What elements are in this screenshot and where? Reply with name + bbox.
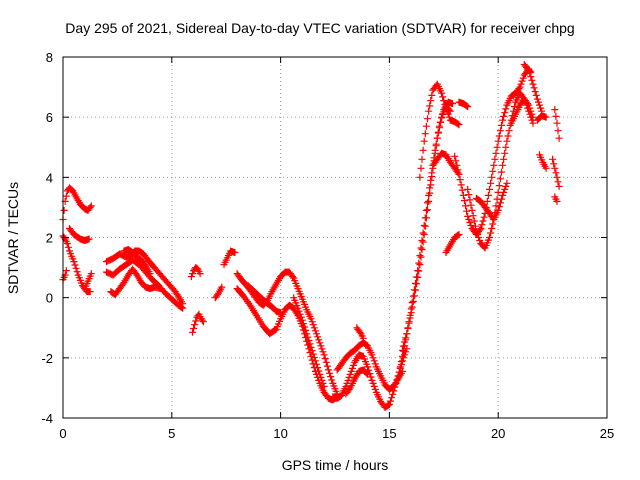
point-markers [472, 179, 511, 223]
series-track-af [520, 61, 535, 76]
x-axis-label: GPS time / hours [282, 457, 389, 473]
point-markers [290, 294, 328, 390]
series-track-aj [549, 155, 563, 190]
series-track-y [429, 149, 463, 178]
series-track-ai [551, 106, 563, 142]
x-tick-label: 0 [59, 426, 66, 441]
y-tick-label: 2 [46, 231, 53, 246]
point-markers [187, 264, 204, 281]
point-markers [120, 246, 154, 278]
series-track-a [59, 184, 95, 223]
series-track-e [81, 270, 95, 293]
series-track-ac [464, 89, 537, 252]
series-track-d [59, 267, 70, 284]
series-track-ag [533, 112, 550, 124]
x-tick-label: 25 [600, 426, 614, 441]
y-tick-label: 6 [46, 110, 53, 125]
series-track-j [187, 264, 204, 281]
series-track-c [66, 225, 93, 244]
y-axis-label: SDTVAR / TECUs [5, 182, 21, 294]
x-tick-label: 5 [168, 426, 175, 441]
point-markers [536, 151, 550, 172]
series-track-s [333, 339, 406, 393]
point-markers [333, 339, 406, 393]
point-markers [520, 61, 535, 76]
point-markers [81, 270, 95, 293]
series-track-l [220, 247, 239, 269]
point-markers [353, 324, 367, 342]
chart-title: Day 295 of 2021, Sidereal Day-to-day VTE… [65, 20, 574, 36]
point-markers [329, 345, 411, 411]
series-track-t [342, 366, 372, 398]
series-track-aa [455, 98, 472, 111]
series-track-i [120, 246, 154, 278]
point-markers [416, 80, 463, 181]
x-tick-label: 20 [491, 426, 505, 441]
point-markers [429, 149, 463, 178]
series-track-k [189, 310, 207, 336]
series-track-x [416, 80, 463, 181]
point-markers [455, 98, 472, 111]
point-markers [66, 225, 93, 244]
point-markers [220, 247, 239, 269]
point-markers [464, 89, 537, 252]
y-tick-label: -2 [41, 351, 53, 366]
point-markers [442, 231, 463, 256]
y-tick-label: -4 [41, 411, 53, 426]
point-markers [59, 267, 70, 284]
point-markers [533, 112, 550, 124]
grid-lines [63, 57, 607, 418]
series-track-ad [472, 179, 511, 223]
point-markers [507, 95, 537, 127]
point-markers [211, 283, 226, 302]
y-tick-label: 8 [46, 50, 53, 65]
y-tick-label: 4 [46, 170, 53, 185]
series-track-ak [551, 193, 561, 205]
series-track-u [353, 324, 367, 342]
point-markers [549, 155, 563, 190]
series-track-q [290, 294, 328, 390]
data-points [59, 61, 563, 411]
axis-ticks: 0 5 10 15 20 25 -4 -2 0 2 4 6 8 [41, 50, 614, 441]
series-track-r [329, 345, 411, 411]
y-tick-label: 0 [46, 291, 53, 306]
series-track-h [107, 265, 165, 299]
x-tick-label: 15 [382, 426, 396, 441]
x-tick-label: 10 [273, 426, 287, 441]
point-markers [189, 310, 207, 336]
point-markers [107, 265, 165, 299]
point-markers [244, 282, 285, 317]
point-markers [59, 184, 95, 223]
point-markers [342, 366, 372, 398]
series-track-p [244, 282, 285, 317]
point-markers [551, 106, 563, 142]
series-track-ah [536, 151, 550, 172]
series-track-m [211, 283, 226, 302]
series-track-z [442, 231, 463, 256]
series-track-ae [507, 95, 537, 127]
point-markers [551, 193, 561, 205]
